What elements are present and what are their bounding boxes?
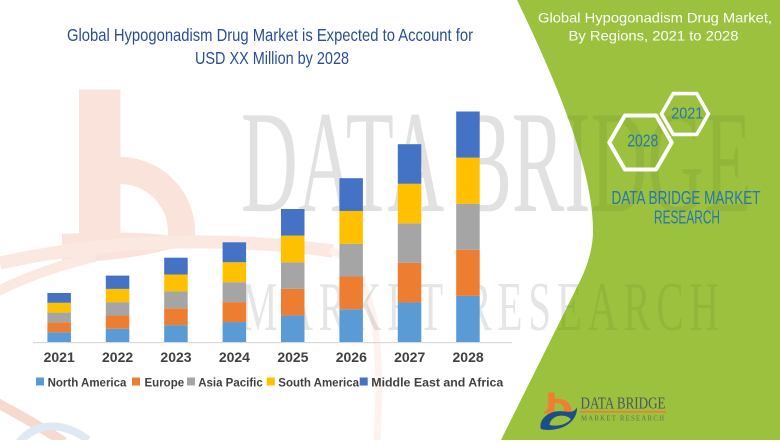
svg-text:2021: 2021 xyxy=(671,106,703,123)
svg-text:2021: 2021 xyxy=(44,349,75,365)
svg-text:2027: 2027 xyxy=(394,349,425,365)
svg-text:Europe: Europe xyxy=(145,378,185,390)
svg-text:USD XX Million by 2028: USD XX Million by 2028 xyxy=(195,48,349,68)
svg-text:North America: North America xyxy=(48,378,127,390)
svg-text:DATA BRIDGE MARKET: DATA BRIDGE MARKET xyxy=(612,188,761,208)
svg-text:Global Hypogonadism Drug Marke: Global Hypogonadism Drug Market is Expec… xyxy=(67,25,473,45)
svg-text:By Regions, 2021 to 2028: By Regions, 2021 to 2028 xyxy=(569,28,739,44)
svg-text:Asia Pacific: Asia Pacific xyxy=(198,378,263,390)
svg-text:2028: 2028 xyxy=(627,130,658,150)
svg-text:DATA BRIDGE: DATA BRIDGE xyxy=(581,393,666,412)
svg-text:2028: 2028 xyxy=(453,349,484,365)
svg-text:RESEARCH: RESEARCH xyxy=(654,208,720,228)
svg-text:MARKET RESEARCH: MARKET RESEARCH xyxy=(581,416,664,423)
svg-text:2022: 2022 xyxy=(102,349,133,365)
svg-text:South America: South America xyxy=(278,378,359,390)
svg-text:Middle East and Africa: Middle East and Africa xyxy=(371,378,504,390)
svg-text:Global Hypogonadism Drug Marke: Global Hypogonadism Drug Market, xyxy=(538,10,772,26)
svg-text:2023: 2023 xyxy=(160,349,191,365)
svg-text:2026: 2026 xyxy=(336,349,367,365)
svg-text:2025: 2025 xyxy=(277,349,308,365)
svg-text:2024: 2024 xyxy=(219,349,250,365)
